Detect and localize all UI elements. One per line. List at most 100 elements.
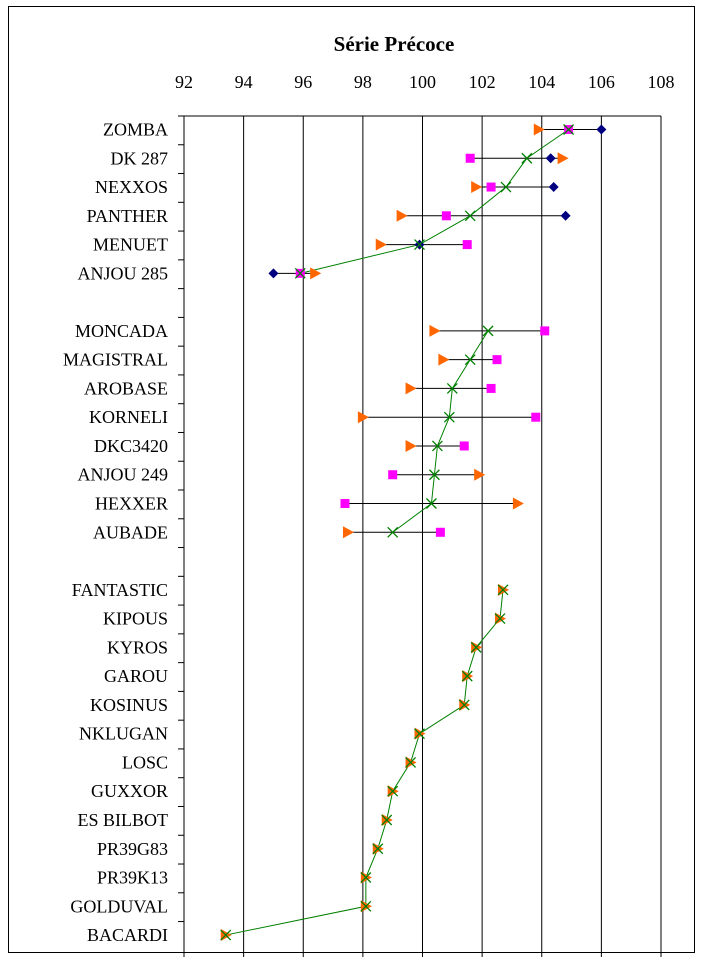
x-tick-label: 92 (175, 72, 193, 92)
data-point-x (464, 210, 476, 222)
data-point-x (387, 526, 399, 538)
data-point-square (459, 441, 469, 451)
data-point-square (465, 153, 475, 163)
data-point-x (521, 152, 533, 164)
data-point-x (446, 382, 458, 394)
data-point-x (387, 785, 399, 797)
plot-marks (220, 123, 607, 942)
data-point-triangle (357, 411, 369, 424)
category-label: GOLDUVAL (70, 896, 168, 916)
data-point-x (458, 699, 470, 711)
data-point-x (443, 411, 455, 423)
category-label: BACARDI (87, 925, 168, 945)
data-point-square (340, 499, 350, 509)
data-point-x (372, 843, 384, 855)
data-point-square (441, 211, 451, 221)
category-label: KYROS (107, 637, 168, 657)
data-point-x (414, 239, 425, 251)
data-point-x (500, 181, 512, 193)
data-point-triangle (342, 526, 354, 539)
category-labels: ZOMBA DK 287 NEXXOS PANTHER MENUET ANJOU 285 M… (63, 120, 168, 946)
category-label: KIPOUS (103, 609, 168, 629)
data-point-square (462, 240, 472, 250)
data-point-square (492, 355, 502, 365)
data-point-square (388, 470, 398, 480)
data-point-triangle (375, 238, 387, 251)
category-label: LOSC (122, 752, 168, 772)
category-label: MENUET (93, 235, 168, 255)
y-axis (178, 115, 185, 957)
data-point-triangle (471, 181, 483, 194)
data-point-diamond (268, 268, 279, 279)
category-label: PR39K13 (97, 868, 168, 888)
data-point-triangle (429, 324, 441, 337)
data-point-diamond (548, 182, 559, 193)
category-label: ANJOU 249 (77, 465, 168, 485)
category-label: PR39G83 (97, 839, 168, 859)
category-label: DKC3420 (94, 436, 168, 456)
category-label: MAGISTRAL (63, 350, 168, 370)
data-point-triangle (474, 468, 486, 481)
data-point-x (220, 929, 232, 941)
data-point-x (497, 584, 509, 596)
category-label: AUBADE (93, 522, 168, 542)
data-point-triangle (405, 439, 417, 452)
data-point-triangle (533, 123, 545, 136)
x-tick-labels: 92 94 96 98 100 102 104 106 108 (175, 72, 675, 92)
data-point-triangle (405, 382, 417, 395)
gridlines (184, 115, 662, 957)
category-label: ZOMBA (103, 120, 168, 140)
category-label: DK 287 (111, 148, 169, 168)
category-label: MONCADA (75, 321, 168, 341)
data-point-x (494, 613, 506, 625)
x-tick-label: 94 (235, 72, 253, 92)
x-tick-label: 96 (294, 72, 312, 92)
x-tick-label: 98 (354, 72, 372, 92)
category-label: NKLUGAN (79, 724, 168, 744)
x-tick-label: 108 (648, 72, 675, 92)
data-point-x (464, 354, 476, 366)
chart-border (8, 6, 695, 953)
x-tick-label: 106 (588, 72, 615, 92)
data-point-x (360, 900, 372, 912)
category-label: ANJOU 285 (77, 263, 168, 283)
series-line (392, 330, 489, 533)
category-label: KOSINUS (90, 695, 168, 715)
data-point-triangle (557, 152, 569, 165)
data-point-x (428, 469, 440, 481)
data-point-x (360, 872, 372, 883)
data-point-diamond (596, 124, 607, 135)
x-tick-label: 104 (528, 72, 555, 92)
category-label: FANTASTIC (72, 580, 168, 600)
data-point-x (405, 756, 417, 768)
x-tick-label: 102 (469, 72, 496, 92)
data-point-x (470, 641, 482, 653)
category-label: GAROU (104, 666, 168, 686)
data-point-triangle (512, 497, 524, 510)
data-point-x (414, 728, 425, 740)
data-point-square (486, 182, 496, 192)
data-point-square (540, 326, 550, 336)
category-label: AROBASE (84, 378, 168, 398)
category-label: GUXXOR (91, 781, 168, 801)
data-point-square (435, 527, 445, 537)
category-label: NEXXOS (95, 177, 168, 197)
data-point-diamond (545, 153, 556, 164)
series-line (300, 129, 569, 274)
data-point-x (381, 814, 393, 826)
data-point-triangle (310, 267, 322, 280)
data-point-square (486, 383, 496, 393)
x-tick-label: 100 (409, 72, 436, 92)
category-label: PANTHER (87, 206, 168, 226)
data-point-x (563, 124, 575, 135)
data-point-square (531, 412, 541, 422)
data-point-x (461, 670, 473, 682)
data-point-x (294, 267, 306, 279)
chart-title: Série Précoce (334, 32, 455, 56)
data-point-x (431, 440, 443, 452)
data-point-triangle (396, 209, 408, 222)
data-point-diamond (560, 210, 571, 221)
data-point-x (482, 325, 494, 337)
